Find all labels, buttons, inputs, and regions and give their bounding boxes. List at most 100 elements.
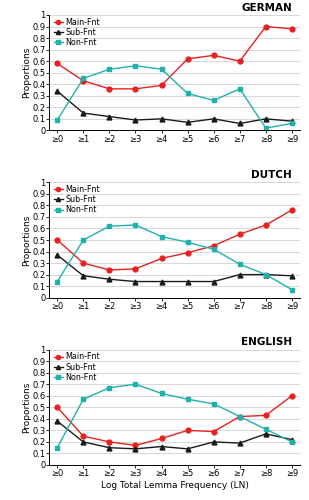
Non-Fnt bbox=[238, 86, 242, 92]
Text: GERMAN: GERMAN bbox=[241, 2, 292, 12]
Legend: Main-Fnt, Sub-Fnt, Non-Fnt: Main-Fnt, Sub-Fnt, Non-Fnt bbox=[53, 184, 101, 216]
Main-Fnt bbox=[55, 60, 59, 66]
Text: ENGLISH: ENGLISH bbox=[241, 338, 292, 347]
Non-Fnt bbox=[238, 414, 242, 420]
Main-Fnt bbox=[82, 78, 85, 84]
Sub-Fnt bbox=[108, 114, 111, 119]
Non-Fnt bbox=[108, 66, 111, 72]
Sub-Fnt bbox=[160, 444, 163, 450]
Line: Non-Fnt: Non-Fnt bbox=[55, 222, 294, 292]
Line: Main-Fnt: Main-Fnt bbox=[55, 208, 294, 272]
X-axis label: Log Total Lemma Frequency (LN): Log Total Lemma Frequency (LN) bbox=[101, 481, 248, 490]
Sub-Fnt bbox=[264, 116, 268, 122]
Sub-Fnt bbox=[160, 278, 163, 284]
Line: Main-Fnt: Main-Fnt bbox=[55, 24, 294, 92]
Y-axis label: Proportions: Proportions bbox=[22, 47, 31, 98]
Non-Fnt bbox=[186, 240, 189, 246]
Main-Fnt bbox=[82, 433, 85, 439]
Main-Fnt bbox=[212, 52, 216, 59]
Sub-Fnt bbox=[264, 272, 268, 278]
Sub-Fnt bbox=[133, 117, 137, 123]
Main-Fnt bbox=[238, 231, 242, 237]
Main-Fnt bbox=[290, 393, 294, 399]
Non-Fnt bbox=[212, 98, 216, 103]
Non-Fnt bbox=[108, 384, 111, 390]
Text: DUTCH: DUTCH bbox=[252, 170, 292, 180]
Sub-Fnt bbox=[212, 116, 216, 122]
Non-Fnt bbox=[264, 272, 268, 278]
Sub-Fnt bbox=[82, 110, 85, 116]
Main-Fnt bbox=[238, 414, 242, 420]
Non-Fnt bbox=[55, 444, 59, 450]
Sub-Fnt bbox=[55, 418, 59, 424]
Non-Fnt bbox=[108, 223, 111, 229]
Line: Non-Fnt: Non-Fnt bbox=[55, 64, 294, 130]
Non-Fnt bbox=[212, 401, 216, 407]
Line: Sub-Fnt: Sub-Fnt bbox=[55, 418, 294, 452]
Sub-Fnt bbox=[55, 252, 59, 258]
Main-Fnt bbox=[264, 24, 268, 30]
Sub-Fnt bbox=[82, 273, 85, 279]
Sub-Fnt bbox=[108, 276, 111, 282]
Sub-Fnt bbox=[160, 116, 163, 122]
Sub-Fnt bbox=[186, 446, 189, 452]
Sub-Fnt bbox=[264, 431, 268, 437]
Non-Fnt bbox=[290, 286, 294, 292]
Non-Fnt bbox=[160, 390, 163, 396]
Non-Fnt bbox=[133, 222, 137, 228]
Main-Fnt bbox=[212, 243, 216, 249]
Non-Fnt bbox=[55, 278, 59, 284]
Main-Fnt bbox=[290, 207, 294, 213]
Main-Fnt bbox=[290, 26, 294, 32]
Non-Fnt bbox=[133, 63, 137, 69]
Main-Fnt bbox=[186, 428, 189, 434]
Non-Fnt bbox=[238, 261, 242, 267]
Non-Fnt bbox=[290, 120, 294, 126]
Sub-Fnt bbox=[290, 273, 294, 279]
Sub-Fnt bbox=[238, 440, 242, 446]
Sub-Fnt bbox=[55, 88, 59, 94]
Main-Fnt bbox=[212, 428, 216, 434]
Non-Fnt bbox=[186, 90, 189, 96]
Sub-Fnt bbox=[108, 444, 111, 450]
Non-Fnt bbox=[82, 237, 85, 243]
Main-Fnt bbox=[108, 439, 111, 445]
Main-Fnt bbox=[108, 86, 111, 92]
Sub-Fnt bbox=[186, 120, 189, 126]
Non-Fnt bbox=[133, 381, 137, 387]
Main-Fnt bbox=[264, 222, 268, 228]
Legend: Main-Fnt, Sub-Fnt, Non-Fnt: Main-Fnt, Sub-Fnt, Non-Fnt bbox=[53, 352, 101, 382]
Non-Fnt bbox=[212, 246, 216, 252]
Sub-Fnt bbox=[290, 118, 294, 124]
Main-Fnt bbox=[55, 404, 59, 410]
Sub-Fnt bbox=[82, 439, 85, 445]
Line: Non-Fnt: Non-Fnt bbox=[55, 382, 294, 450]
Main-Fnt bbox=[133, 266, 137, 272]
Main-Fnt bbox=[264, 412, 268, 418]
Y-axis label: Proportions: Proportions bbox=[22, 382, 31, 433]
Main-Fnt bbox=[186, 56, 189, 62]
Non-Fnt bbox=[82, 76, 85, 82]
Main-Fnt bbox=[186, 250, 189, 256]
Non-Fnt bbox=[264, 125, 268, 131]
Main-Fnt bbox=[160, 82, 163, 88]
Legend: Main-Fnt, Sub-Fnt, Non-Fnt: Main-Fnt, Sub-Fnt, Non-Fnt bbox=[53, 17, 101, 48]
Sub-Fnt bbox=[186, 278, 189, 284]
Line: Main-Fnt: Main-Fnt bbox=[55, 394, 294, 448]
Main-Fnt bbox=[133, 86, 137, 92]
Main-Fnt bbox=[82, 260, 85, 266]
Sub-Fnt bbox=[212, 278, 216, 284]
Main-Fnt bbox=[238, 58, 242, 64]
Line: Sub-Fnt: Sub-Fnt bbox=[55, 88, 294, 126]
Sub-Fnt bbox=[133, 278, 137, 284]
Main-Fnt bbox=[160, 436, 163, 442]
Sub-Fnt bbox=[290, 436, 294, 442]
Non-Fnt bbox=[290, 439, 294, 445]
Main-Fnt bbox=[160, 256, 163, 262]
Sub-Fnt bbox=[238, 272, 242, 278]
Sub-Fnt bbox=[133, 446, 137, 452]
Non-Fnt bbox=[82, 396, 85, 402]
Sub-Fnt bbox=[238, 120, 242, 126]
Y-axis label: Proportions: Proportions bbox=[22, 214, 31, 266]
Non-Fnt bbox=[160, 66, 163, 72]
